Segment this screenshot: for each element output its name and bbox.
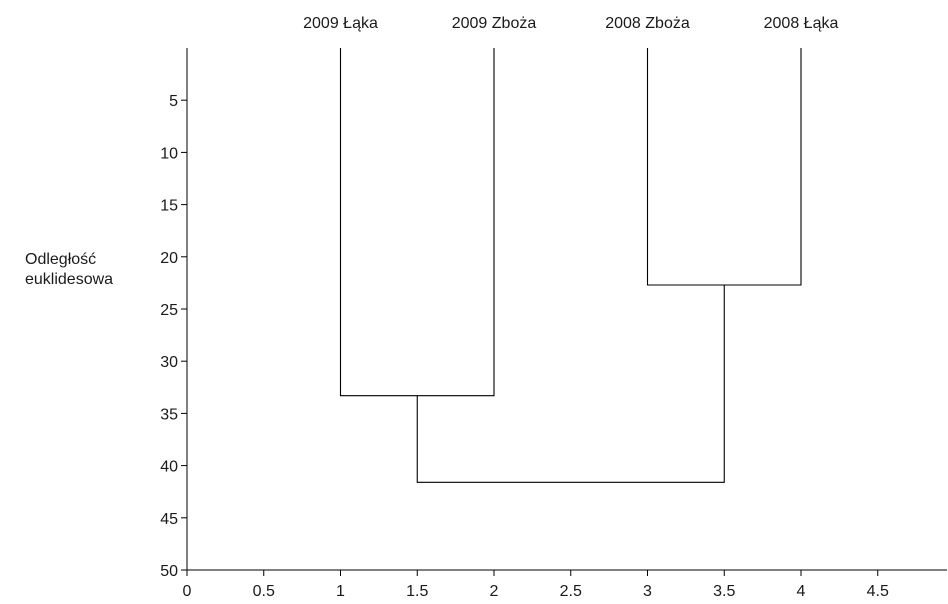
leaf-label: 2009 Zboża: [452, 15, 537, 32]
y-tick-label: 5: [169, 93, 178, 110]
y-tick-label: 25: [160, 302, 178, 319]
x-tick-label: 4: [797, 583, 806, 600]
leaf-label: 2009 Łąka: [303, 15, 378, 32]
dendrogram-link: [646, 48, 802, 286]
y-axis-title: Odległość euklidesowa: [25, 251, 113, 288]
y-axis-title-line-2: euklidesowa: [25, 271, 113, 288]
y-tick-label: 50: [160, 563, 178, 580]
y-tick-label: 45: [160, 511, 178, 528]
axes: 5 10 15 20 25 30 35 40 45 50 0 0.5 1 1.5 2 2.5 3 3.5 4 4.5: [160, 48, 947, 600]
y-tick-label: 15: [160, 198, 178, 215]
y-tick-label: 20: [160, 250, 178, 267]
y-tick-label: 40: [160, 459, 178, 476]
x-tick-label: 3: [643, 583, 652, 600]
y-tick-label: 10: [160, 145, 178, 162]
x-tick-label: 0: [183, 583, 192, 600]
x-tick-label: 4.5: [867, 583, 889, 600]
y-tick-label: 30: [160, 354, 178, 371]
x-tick-label: 1: [336, 583, 345, 600]
leaf-labels: 2009 Łąka 2009 Zboża 2008 Zboża 2008 Łąka: [303, 15, 838, 32]
leaf-label: 2008 Łąka: [764, 15, 839, 32]
x-tick-label: 1.5: [406, 583, 428, 600]
y-axis-title-line-1: Odległość: [25, 251, 96, 268]
x-tick-label: 0.5: [253, 583, 275, 600]
y-tick-label: 35: [160, 406, 178, 423]
dendrogram-link: [339, 48, 495, 397]
x-tick-label: 2.5: [560, 583, 582, 600]
dendrogram-link: [416, 284, 725, 483]
x-tick-label: 2: [490, 583, 499, 600]
dendrogram-links: [339, 48, 802, 483]
leaf-label: 2008 Zboża: [605, 15, 690, 32]
x-tick-label: 3.5: [713, 583, 735, 600]
